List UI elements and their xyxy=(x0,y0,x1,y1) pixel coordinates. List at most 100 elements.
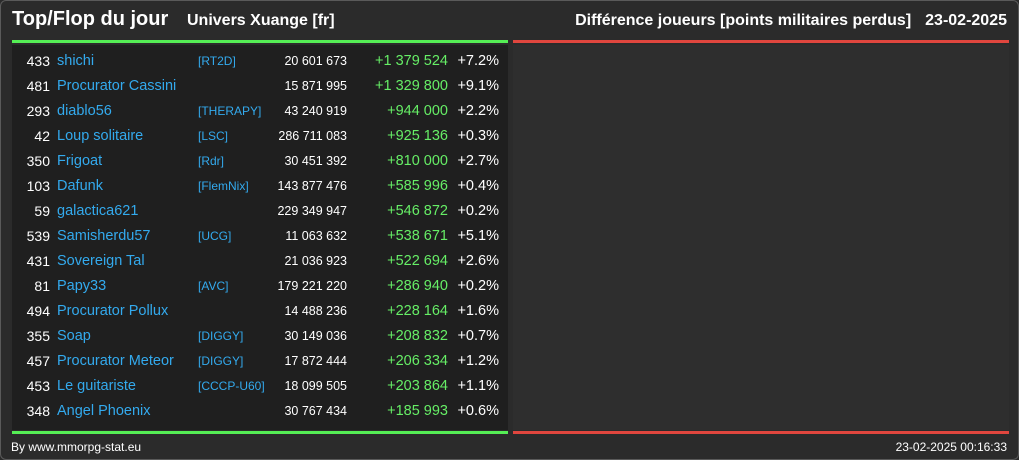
player-percent: +1.2% xyxy=(457,353,499,369)
player-difference: +522 694 xyxy=(387,253,448,269)
player-alliance-link[interactable]: [CCCP-U60] xyxy=(198,379,265,393)
player-alliance-link[interactable]: [Rdr] xyxy=(198,154,225,168)
player-name-link[interactable]: Samisherdu57 xyxy=(57,228,151,244)
player-row: 431 Sovereign Tal 21 036 923 +522 694 +2.6% xyxy=(12,249,508,274)
player-difference: +185 993 xyxy=(387,403,448,419)
header-right: Différence joueurs [points militaires pe… xyxy=(575,12,1007,30)
player-alliance-link[interactable]: [DIGGY] xyxy=(198,354,244,368)
player-points: 43 240 919 xyxy=(284,104,347,118)
player-row: 433 shichi [RT2D] 20 601 673 +1 379 524 +7.2% xyxy=(12,49,508,74)
player-percent: +2.2% xyxy=(457,103,499,119)
player-name-link[interactable]: Papy33 xyxy=(57,278,107,294)
player-points: 30 767 434 xyxy=(284,404,347,418)
player-alliance-link[interactable]: [AVC] xyxy=(198,279,229,293)
flop-accent-line-upper xyxy=(513,40,1009,43)
player-row: 103 Dafunk [FlemNix] 143 877 476 +585 996 +0.… xyxy=(12,174,508,199)
player-alliance-link[interactable]: [THERAPY] xyxy=(198,104,262,118)
player-row: 81 Papy33 [AVC] 179 221 220 +286 940 +0.2% xyxy=(12,274,508,299)
player-alliance-link[interactable]: [RT2D] xyxy=(198,54,236,68)
player-rank: 481 xyxy=(26,78,50,94)
player-difference: +944 000 xyxy=(387,103,448,119)
top-players-list: 433 shichi [RT2D] 20 601 673 +1 379 524 +7.2%… xyxy=(12,49,508,424)
player-difference: +585 996 xyxy=(387,178,448,194)
universe-label: Univers Xuange [fr] xyxy=(187,12,335,29)
player-difference: +208 832 xyxy=(387,328,448,344)
player-points: 11 063 632 xyxy=(285,229,347,243)
player-rank: 42 xyxy=(34,128,50,144)
player-rank: 457 xyxy=(26,353,50,369)
top-panel xyxy=(12,45,508,430)
player-alliance-link[interactable]: [LSC] xyxy=(198,129,229,143)
player-difference: +228 164 xyxy=(387,303,448,319)
top-accent-line-upper xyxy=(12,40,508,43)
ranking-subtitle: Différence joueurs [points militaires pe… xyxy=(575,12,912,29)
player-difference: +286 940 xyxy=(387,278,448,294)
player-alliance-link[interactable]: [DIGGY] xyxy=(198,329,244,343)
player-row: 457 Procurator Meteor [DIGGY] 17 872 444 +20… xyxy=(12,349,508,374)
player-percent: +2.6% xyxy=(457,253,499,269)
flop-panel xyxy=(513,45,1009,430)
player-percent: +0.2% xyxy=(457,203,499,219)
player-name-link[interactable]: Le guitariste xyxy=(57,378,136,394)
player-points: 21 036 923 xyxy=(284,254,347,268)
player-rank: 350 xyxy=(26,153,50,169)
player-percent: +5.1% xyxy=(457,228,499,244)
player-rank: 433 xyxy=(26,53,50,69)
player-name-link[interactable]: Frigoat xyxy=(57,153,103,169)
player-alliance-link[interactable]: [UCG] xyxy=(198,229,232,243)
player-difference: +206 334 xyxy=(387,353,448,369)
player-points: 30 451 392 xyxy=(284,154,347,168)
player-name-link[interactable]: Angel Phoenix xyxy=(57,403,151,419)
player-name-link[interactable]: Procurator Meteor xyxy=(57,353,174,369)
player-name-link[interactable]: diablo56 xyxy=(57,103,112,119)
player-name-link[interactable]: Sovereign Tal xyxy=(57,253,145,269)
player-rank: 494 xyxy=(26,303,50,319)
player-row: 42 Loup solitaire [LSC] 286 711 083 +925 136… xyxy=(12,124,508,149)
player-row: 293 diablo56 [THERAPY] 43 240 919 +944 000 +2… xyxy=(12,99,508,124)
player-rank: 103 xyxy=(26,178,50,194)
player-difference: +1 379 524 xyxy=(375,53,448,69)
player-name-link[interactable]: Procurator Pollux xyxy=(57,303,169,319)
page-title: Top/Flop du jour xyxy=(12,8,169,30)
top-accent-line-lower xyxy=(12,431,508,434)
player-points: 15 871 995 xyxy=(284,79,347,93)
player-alliance-link[interactable]: [FlemNix] xyxy=(198,179,249,193)
player-percent: +0.4% xyxy=(457,178,499,194)
player-difference: +546 872 xyxy=(387,203,448,219)
player-percent: +9.1% xyxy=(457,78,499,94)
player-percent: +1.6% xyxy=(457,303,499,319)
player-difference: +1 329 800 xyxy=(375,78,448,94)
player-points: 18 099 505 xyxy=(284,379,347,393)
player-row: 481 Procurator Cassini 15 871 995 +1 329 80… xyxy=(12,74,508,99)
player-difference: +203 864 xyxy=(387,378,448,394)
player-row: 539 Samisherdu57 [UCG] 11 063 632 +538 671 +5… xyxy=(12,224,508,249)
player-points: 17 872 444 xyxy=(284,354,347,368)
player-points: 229 349 947 xyxy=(277,204,347,218)
player-rank: 348 xyxy=(26,403,50,419)
flop-accent-line-lower xyxy=(513,431,1009,434)
player-percent: +0.3% xyxy=(457,128,499,144)
player-name-link[interactable]: Procurator Cassini xyxy=(57,78,177,94)
player-points: 14 488 236 xyxy=(284,304,347,318)
player-points: 179 221 220 xyxy=(277,279,347,293)
player-points: 143 877 476 xyxy=(277,179,347,193)
site-credit[interactable]: By www.mmorpg-stat.eu xyxy=(11,440,142,454)
player-points: 20 601 673 xyxy=(284,54,347,68)
player-rank: 59 xyxy=(34,203,50,219)
player-difference: +810 000 xyxy=(387,153,448,169)
player-name-link[interactable]: Dafunk xyxy=(57,178,103,194)
generated-timestamp: 23-02-2025 00:16:33 xyxy=(895,440,1007,454)
player-percent: +0.7% xyxy=(457,328,499,344)
player-percent: +0.2% xyxy=(457,278,499,294)
player-row: 348 Angel Phoenix 30 767 434 +185 993 +0.6% xyxy=(12,399,508,424)
player-row: 453 Le guitariste [CCCP-U60] 18 099 505 +203… xyxy=(12,374,508,399)
player-name-link[interactable]: Loup solitaire xyxy=(57,128,144,144)
player-row: 355 Soap [DIGGY] 30 149 036 +208 832 +0.7% xyxy=(12,324,508,349)
player-name-link[interactable]: Soap xyxy=(57,328,91,344)
player-name-link[interactable]: shichi xyxy=(57,53,95,69)
player-row: 350 Frigoat [Rdr] 30 451 392 +810 000 +2.7% xyxy=(12,149,508,174)
player-name-link[interactable]: galactica621 xyxy=(57,203,139,219)
player-difference: +925 136 xyxy=(387,128,448,144)
player-percent: +7.2% xyxy=(457,53,499,69)
